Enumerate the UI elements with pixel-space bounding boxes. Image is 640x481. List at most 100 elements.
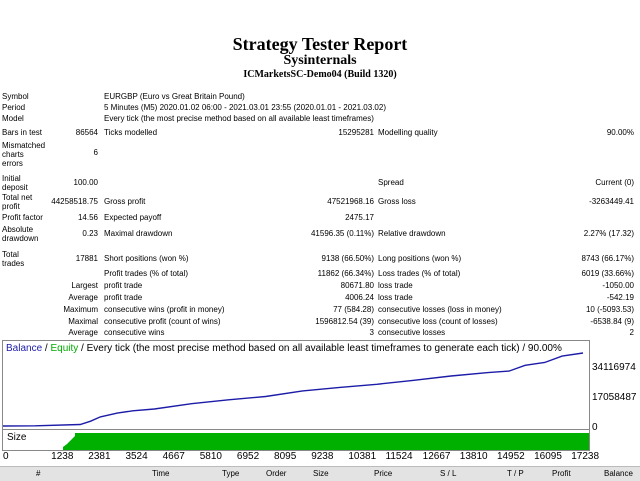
max-wins-label: consecutive wins (profit in money) [104,305,225,314]
period-value: 5 Minutes (M5) 2020.01.02 06:00 - 2021.0… [104,103,386,112]
x-tick-label: 16095 [534,451,562,462]
trades-label-1: Total [2,250,19,259]
balance-line [3,352,584,427]
trades-value: 17881 [75,254,98,263]
payoff-label: Expected payoff [104,213,162,222]
model-label: Model [2,114,24,123]
spread-value: Current (0) [595,178,634,187]
mismatched-label-2: charts [2,150,24,159]
grossprofit-label: Gross profit [104,197,146,206]
largest-loss-label: loss trade [378,281,413,290]
bars-label: Bars in test [2,128,43,137]
max-losses-value: 10 (-5093.53) [585,305,634,314]
symbol-label: Symbol [2,92,29,101]
pf-value: 14.56 [77,213,98,222]
col-price[interactable]: Price [374,469,393,478]
col-type[interactable]: Type [222,469,240,478]
avg-wins-label: consecutive wins [104,328,165,337]
trades-label-2: trades [2,259,25,268]
legend-balance: Balance [6,343,43,354]
loss-trades-value: 6019 (33.66%) [581,269,634,278]
chart-legend: Balance / Equity / Every tick (the most … [6,343,562,354]
average-profit-value: 4006.24 [345,293,374,302]
x-tick-label: 1238 [51,451,74,462]
col-order[interactable]: Order [266,469,287,478]
size-panel: Size [2,429,590,451]
short-value: 9138 (66.50%) [321,254,374,263]
col-number[interactable]: # [36,469,41,478]
col-profit[interactable]: Profit [552,469,571,478]
x-tick-label: 6952 [236,451,260,462]
bars-value: 86564 [75,128,98,137]
x-tick-label: 5810 [199,451,222,462]
largest-profit-label: profit trade [104,281,143,290]
size-label: Size [7,432,27,443]
max-profit-value: 1596812.54 (39) [315,317,374,326]
reldd-value: 2.27% (17.32) [583,229,634,238]
balance-chart-plot [3,352,584,427]
mismatched-label-1: Mismatched [2,141,46,150]
x-tick-label: 17238 [571,451,600,462]
grossloss-value: -3263449.41 [589,197,634,206]
x-tick-label: 3524 [125,451,148,462]
max-losses-label: consecutive losses (loss in money) [378,305,502,314]
legend-equity: Equity [50,343,79,354]
mismatched-value: 6 [93,148,98,157]
x-tick-label: 0 [3,451,9,462]
max-wins-value: 77 (584.28) [333,305,374,314]
y-tick-label: 0 [592,422,598,433]
max-loss-label: consecutive loss (count of losses) [378,317,498,326]
max-profit-label: consecutive profit (count of wins) [104,317,221,326]
long-value: 8743 (66.17%) [581,254,634,263]
spread-label: Spread [378,178,404,187]
legend-description: / Every tick (the most precise method ba… [78,343,562,354]
col-size[interactable]: Size [313,469,329,478]
avg-consec-label: Average [68,328,98,337]
deposit-value: 100.00 [73,178,98,187]
absdd-label-2: drawdown [2,234,39,243]
x-tick-label: 11524 [385,451,413,462]
col-balance[interactable]: Balance [604,469,633,478]
long-label: Long positions (won %) [378,254,462,263]
absdd-value: 0.23 [82,229,98,238]
largest-profit-value: 80671.80 [340,281,374,290]
quality-value: 90.00% [606,128,634,137]
deposit-label-2: deposit [2,183,28,192]
report-server: ICMarketsSC-Demo04 (Build 1320) [243,69,397,80]
x-tick-label: 10381 [348,451,377,462]
avg-losses-label: consecutive losses [378,328,446,337]
y-tick-label: 17058487 [592,392,637,403]
netprofit-label-1: Total net [2,193,33,202]
maxdd-value: 41596.35 (0.11%) [310,229,374,238]
col-sl[interactable]: S / L [440,469,457,478]
profit-trades-value: 11862 (66.34%) [317,269,374,278]
average-profit-label: profit trade [104,293,143,302]
size-bar-area [63,433,589,450]
col-time[interactable]: Time [152,469,170,478]
y-tick-label: 34116974 [592,362,636,373]
max-loss-value: -6538.84 (9) [590,317,634,326]
x-tick-label: 13810 [459,451,488,462]
report-subtitle: Sysinternals [283,53,357,68]
ticks-value: 15295281 [338,128,374,137]
maximum-label: Maximum [63,305,98,314]
maximal-label: Maximal [68,317,98,326]
col-tp[interactable]: T / P [507,469,524,478]
average-loss-label: loss trade [378,293,413,302]
x-tick-label: 9238 [311,451,334,462]
reldd-label: Relative drawdown [378,229,446,238]
model-value: Every tick (the most precise method base… [104,114,374,123]
quality-label: Modelling quality [378,128,438,137]
loss-trades-label: Loss trades (% of total) [378,269,461,278]
deposit-label-1: Initial [2,174,21,183]
pf-label: Profit factor [2,213,43,222]
largest-label: Largest [71,281,98,290]
x-tick-label: 4667 [162,451,185,462]
average-label: Average [68,293,98,302]
short-label: Short positions (won %) [104,254,189,263]
largest-loss-value: -1050.00 [602,281,634,290]
maxdd-label: Maximal drawdown [104,229,173,238]
avg-losses-value: 2 [629,328,634,337]
x-tick-label: 2381 [88,451,111,462]
absdd-label-1: Absolute [2,225,34,234]
